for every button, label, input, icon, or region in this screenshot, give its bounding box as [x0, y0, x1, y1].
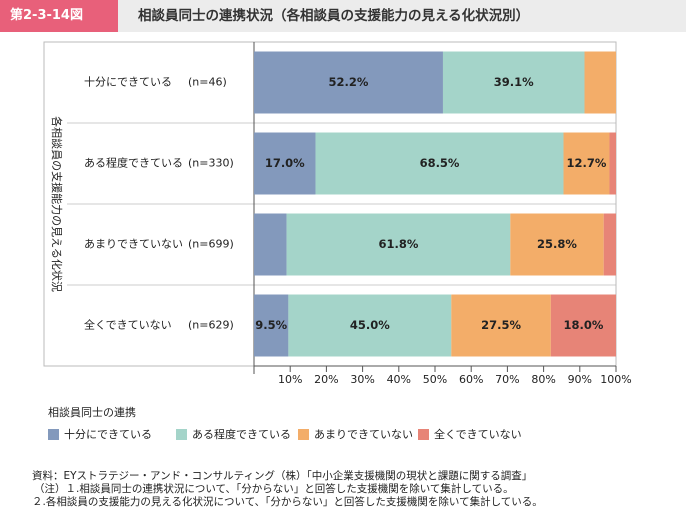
- data-label: 68.5%: [420, 156, 460, 170]
- data-label: 18.0%: [563, 318, 603, 332]
- legend-item: ある程度できている: [176, 426, 298, 442]
- category-count: (n=629): [188, 319, 234, 332]
- x-tick-label: 10%: [278, 373, 302, 386]
- data-label: 39.1%: [494, 75, 534, 89]
- data-label: 52.2%: [329, 75, 369, 89]
- legend-swatch: [298, 428, 309, 440]
- category-label: 十分にできている: [84, 75, 172, 89]
- category-label: 全くできていない: [84, 318, 172, 332]
- bar-segment: [254, 132, 316, 195]
- bar-segment: [563, 132, 610, 195]
- bar-segment: [550, 294, 616, 357]
- data-label: 61.8%: [378, 237, 418, 251]
- bar-segment: [442, 51, 585, 114]
- legend-swatch: [48, 428, 59, 440]
- category-label: ある程度できている: [84, 156, 183, 170]
- title-bar: 第2-3-14図 相談員同士の連携状況（各相談員の支援能力の見える化状況別）: [0, 0, 686, 32]
- data-label: 45.0%: [350, 318, 390, 332]
- category-count: (n=699): [188, 238, 234, 251]
- y-axis-title: 各相談員の支援能力の見える化状況: [50, 116, 64, 292]
- x-tick-label: 20%: [314, 373, 338, 386]
- legend-item: 全くできていない: [418, 426, 528, 442]
- data-label: 27.5%: [481, 318, 521, 332]
- legend-item: 十分にできている: [48, 426, 176, 442]
- note-2: ２.各相談員の支援能力の見える化状況について、「分からない」と回答した支援機関を…: [32, 496, 543, 508]
- bar-segment: [315, 132, 564, 195]
- legend-title: 相談員同士の連携: [48, 406, 136, 419]
- x-tick-label: 40%: [387, 373, 411, 386]
- bar-segment: [584, 51, 616, 114]
- legend-label: あまりできていない: [314, 428, 413, 441]
- x-tick-label: 30%: [350, 373, 374, 386]
- x-tick-label: 100%: [600, 373, 631, 386]
- notes: 資料：EYストラテジー・アンド・コンサルティング（株）「中小企業支援機関の現状と…: [32, 470, 543, 509]
- bar-segment: [609, 132, 616, 195]
- category-count: (n=46): [188, 76, 227, 89]
- legend-swatch: [176, 428, 187, 440]
- category-count: (n=330): [188, 157, 234, 170]
- figure-label: 第2-3-14図: [0, 0, 118, 32]
- bar-segment: [510, 213, 604, 276]
- legend-swatch: [418, 428, 429, 440]
- category-label: あまりできていない: [84, 238, 183, 251]
- bar-segment: [254, 294, 289, 357]
- x-tick-label: 80%: [531, 373, 555, 386]
- bar-segment: [603, 213, 616, 276]
- legend-label: ある程度できている: [192, 428, 291, 441]
- data-label: 9.5%: [255, 318, 287, 332]
- figure-title: 相談員同士の連携状況（各相談員の支援能力の見える化状況別）: [138, 8, 530, 24]
- bar-segment: [451, 294, 551, 357]
- bar-segment: [288, 294, 452, 357]
- legend: 相談員同士の連携 十分にできている ある程度できている あまりできていない 全くできて…: [48, 404, 528, 442]
- x-tick-label: 60%: [459, 373, 483, 386]
- legend-label: 全くできていない: [434, 428, 522, 441]
- note-1: （注）１.相談員同士の連携状況について、「分からない」と回答した支援機関を除いて…: [34, 483, 514, 495]
- data-label: 12.7%: [567, 156, 607, 170]
- legend-label: 十分にできている: [64, 428, 152, 441]
- stacked-bar-chart: 各相談員の支援能力の見える化状況 十分にできている (n=46) 52.2% 39.1%…: [43, 41, 632, 386]
- legend-item: あまりできていない: [298, 426, 418, 442]
- data-label: 25.8%: [537, 237, 577, 251]
- bar-segment: [286, 213, 511, 276]
- data-label: 17.0%: [265, 156, 305, 170]
- bar-segment: [254, 213, 287, 276]
- x-tick-label: 90%: [568, 373, 592, 386]
- x-tick-label: 70%: [495, 373, 519, 386]
- source-note: 資料：EYストラテジー・アンド・コンサルティング（株）「中小企業支援機関の現状と…: [32, 470, 533, 482]
- legend-items: 十分にできている ある程度できている あまりできていない 全くできていない: [48, 426, 528, 442]
- bar-segment: [254, 51, 443, 114]
- x-tick-label: 50%: [423, 373, 447, 386]
